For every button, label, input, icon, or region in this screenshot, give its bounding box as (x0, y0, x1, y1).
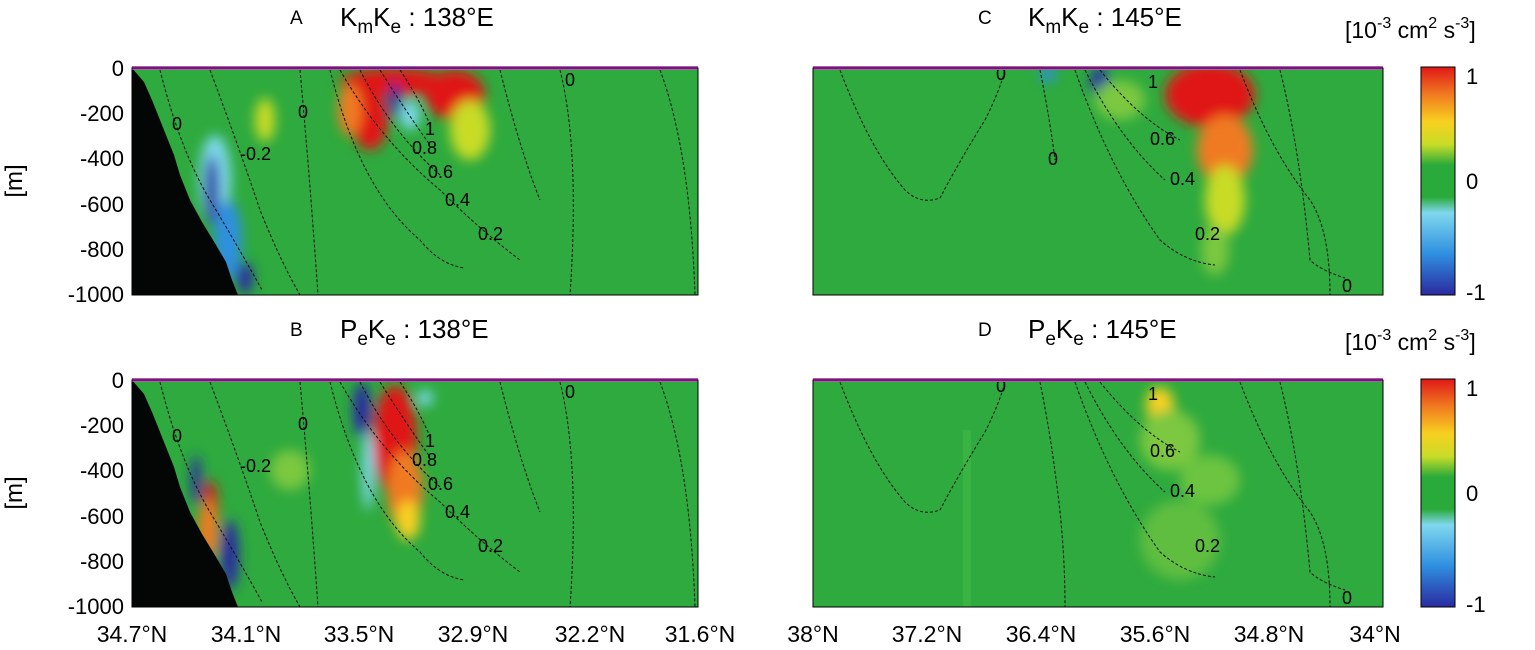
svg-text:0: 0 (172, 114, 182, 134)
panel-b-ylabel: [m] (1, 476, 28, 509)
svg-text:33.5°N: 33.5°N (324, 621, 395, 647)
panel-d-title: PeKe : 145°E (1028, 314, 1177, 350)
panel-c-contour-labels: 0 1 0.6 0 0.4 0.2 0 (996, 64, 1352, 296)
svg-text:-600: -600 (80, 192, 124, 217)
panel-d-field (813, 380, 1383, 607)
svg-text:0: 0 (112, 368, 124, 393)
svg-text:0: 0 (298, 102, 308, 122)
panel-b-field (132, 380, 698, 607)
svg-text:-600: -600 (80, 504, 124, 529)
svg-text:0.4: 0.4 (1170, 169, 1195, 189)
panel-a-y-ticks: 0 -200 -400 -600 -800 -1000 (68, 56, 124, 307)
svg-text:0: 0 (1466, 481, 1478, 506)
svg-text:-400: -400 (80, 458, 124, 483)
svg-text:0: 0 (112, 56, 124, 81)
svg-text:34°N: 34°N (1349, 621, 1400, 647)
svg-text:32.2°N: 32.2°N (555, 621, 626, 647)
svg-text:0: 0 (1342, 276, 1352, 296)
panel-b-y-ticks: 0 -200 -400 -600 -800 -1000 (68, 368, 124, 619)
panel-c: C KmKe : 145°E (812, 2, 1384, 296)
svg-text:0.4: 0.4 (445, 502, 470, 522)
svg-text:0.8: 0.8 (412, 450, 437, 470)
panel-a-field (132, 68, 698, 295)
svg-text:0.4: 0.4 (1170, 481, 1195, 501)
panel-a-contour-labels: 0 -0.2 0 1 0.8 0.6 0.4 0.2 0 (172, 70, 575, 244)
svg-text:0: 0 (996, 376, 1006, 396)
svg-text:36.4°N: 36.4°N (1006, 621, 1077, 647)
panel-b: B PeKe : 138°E (1, 314, 735, 647)
svg-text:-800: -800 (80, 237, 124, 262)
svg-text:31.6°N: 31.6°N (665, 621, 736, 647)
panel-b-title: PeKe : 138°E (340, 314, 489, 350)
svg-text:38°N: 38°N (787, 621, 838, 647)
panel-c-title: KmKe : 145°E (1028, 2, 1182, 38)
svg-text:1: 1 (1148, 72, 1158, 92)
panel-c-field (813, 68, 1383, 295)
svg-text:1: 1 (1466, 376, 1478, 401)
svg-text:0: 0 (565, 70, 575, 90)
colorbar-top-bar (1420, 66, 1456, 296)
panel-d-x-ticks: 38°N 37.2°N 36.4°N 35.6°N 34.8°N 34°N (787, 621, 1400, 647)
panel-b-contour-labels: 0 -0.2 0 1 0.8 0.6 0.4 0.2 0 (172, 382, 575, 556)
svg-text:34.1°N: 34.1°N (211, 621, 282, 647)
colorbar-bottom-unit: [10-3 cm2 s-3] (1345, 327, 1476, 355)
svg-text:-1000: -1000 (68, 594, 124, 619)
svg-text:35.6°N: 35.6°N (1120, 621, 1191, 647)
svg-text:32.9°N: 32.9°N (438, 621, 509, 647)
svg-text:0.6: 0.6 (1150, 441, 1175, 461)
panel-b-letter: B (290, 320, 303, 341)
panel-b-x-ticks: 34.7°N 34.1°N 33.5°N 32.9°N 32.2°N 31.6°… (97, 621, 736, 647)
panel-a-ylabel: [m] (1, 164, 28, 197)
svg-text:-400: -400 (80, 146, 124, 171)
svg-text:34.7°N: 34.7°N (97, 621, 168, 647)
svg-text:-1: -1 (1466, 592, 1486, 617)
svg-text:0.2: 0.2 (1195, 536, 1220, 556)
svg-text:-200: -200 (80, 413, 124, 438)
svg-text:0: 0 (172, 426, 182, 446)
svg-text:0.4: 0.4 (445, 190, 470, 210)
panel-d: D PeKe : 145°E 0 (787, 314, 1400, 647)
panel-a-title: KmKe : 138°E (340, 2, 494, 38)
svg-text:0: 0 (996, 64, 1006, 84)
colorbar-top-unit: [10-3 cm2 s-3] (1345, 15, 1476, 43)
svg-text:0.8: 0.8 (412, 138, 437, 158)
svg-text:0: 0 (1466, 169, 1478, 194)
colorbar-bottom-bar (1420, 378, 1456, 608)
svg-text:1: 1 (425, 431, 435, 451)
panel-a: A KmKe : 138°E (1, 2, 699, 307)
svg-text:0.6: 0.6 (1150, 129, 1175, 149)
svg-text:-1000: -1000 (68, 282, 124, 307)
panel-a-letter: A (290, 8, 303, 29)
svg-text:0: 0 (565, 382, 575, 402)
panel-d-letter: D (978, 320, 992, 341)
svg-text:-200: -200 (80, 101, 124, 126)
svg-text:0.2: 0.2 (478, 224, 503, 244)
svg-text:1: 1 (1148, 384, 1158, 404)
svg-text:37.2°N: 37.2°N (892, 621, 963, 647)
svg-text:34.8°N: 34.8°N (1234, 621, 1305, 647)
svg-text:-0.2: -0.2 (240, 144, 271, 164)
svg-text:0: 0 (1342, 588, 1352, 608)
svg-text:0: 0 (298, 414, 308, 434)
colorbar-top: [10-3 cm2 s-3] 1 0 -1 (1345, 15, 1486, 305)
colorbar-bottom: [10-3 cm2 s-3] 1 0 -1 (1345, 327, 1486, 617)
svg-text:-0.2: -0.2 (240, 456, 271, 476)
svg-text:0.6: 0.6 (428, 162, 453, 182)
panel-d-contour-labels: 0 1 0.6 0.4 0.2 0 (996, 376, 1352, 608)
svg-text:-800: -800 (80, 549, 124, 574)
svg-text:0.2: 0.2 (478, 536, 503, 556)
svg-text:1: 1 (1466, 64, 1478, 89)
svg-text:-1: -1 (1466, 280, 1486, 305)
svg-text:0.2: 0.2 (1195, 224, 1220, 244)
svg-text:1: 1 (425, 119, 435, 139)
panel-c-letter: C (978, 8, 992, 29)
svg-text:0.6: 0.6 (428, 474, 453, 494)
svg-text:0: 0 (1048, 149, 1058, 169)
